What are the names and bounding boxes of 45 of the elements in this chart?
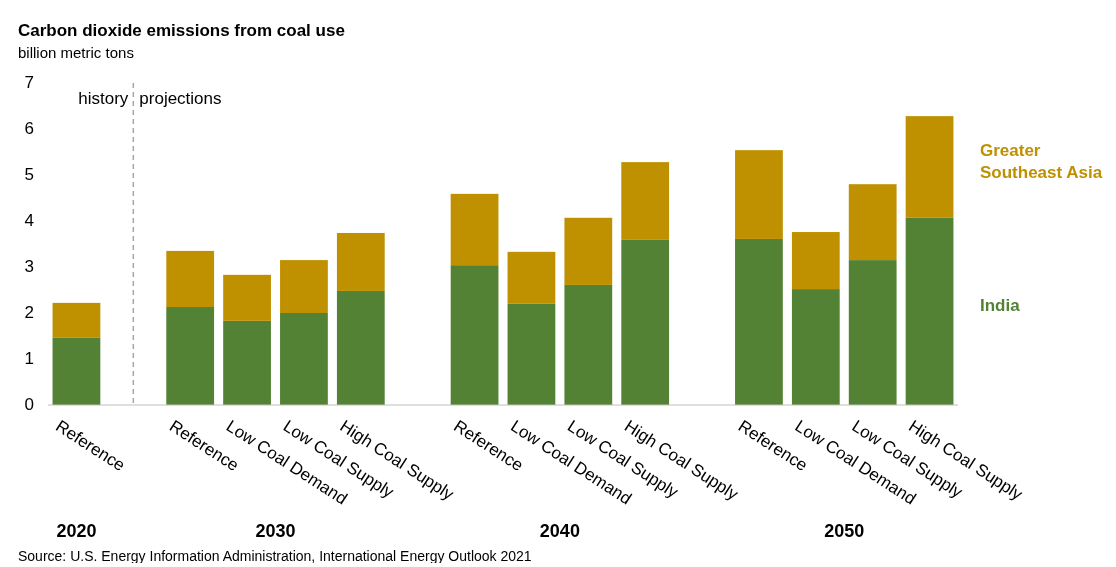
bar	[621, 162, 670, 240]
bar	[52, 337, 101, 405]
chart-title: Carbon dioxide emissions from coal use	[18, 21, 345, 40]
bar	[507, 303, 556, 405]
series-label: India	[980, 296, 1021, 316]
bar	[507, 251, 556, 304]
bar	[848, 184, 897, 261]
y-tick-label: 2	[24, 303, 34, 323]
bar	[223, 320, 271, 405]
series-label: Greater Southeast Asia	[980, 140, 1103, 182]
bar	[564, 217, 613, 285]
y-tick-label: 7	[24, 73, 34, 93]
text: 2020	[56, 521, 97, 541]
y-tick-label: 3	[24, 257, 34, 277]
bar	[336, 290, 385, 405]
bar	[52, 302, 101, 338]
bar	[848, 260, 897, 405]
bar	[223, 274, 271, 321]
text: 2030	[255, 521, 296, 541]
bar	[905, 217, 954, 405]
bar	[791, 289, 840, 405]
y-tick-label: 5	[24, 165, 34, 185]
y-tick-label: 1	[24, 349, 34, 369]
source-note: Source: U.S. Energy Information Administration, International Energy Outlook 2021	[18, 548, 532, 564]
bar	[735, 150, 783, 239]
bar	[905, 116, 954, 218]
bar	[336, 232, 385, 291]
bar	[280, 313, 328, 405]
annotation: history	[78, 89, 129, 108]
text: 2050	[824, 521, 865, 541]
text: 2040	[539, 521, 580, 541]
bar	[735, 238, 783, 405]
chart-subtitle: billion metric tons	[18, 44, 134, 61]
bar	[621, 239, 670, 405]
bar	[450, 193, 499, 266]
bar	[564, 284, 613, 405]
bar	[791, 232, 840, 290]
annotation: projections	[139, 89, 222, 108]
y-tick-label: 0	[24, 395, 34, 415]
y-tick-label: 6	[24, 119, 34, 139]
bar	[450, 265, 499, 405]
bar	[166, 250, 215, 308]
bar	[166, 307, 215, 405]
bar	[280, 260, 328, 313]
y-tick-label: 4	[24, 211, 34, 231]
